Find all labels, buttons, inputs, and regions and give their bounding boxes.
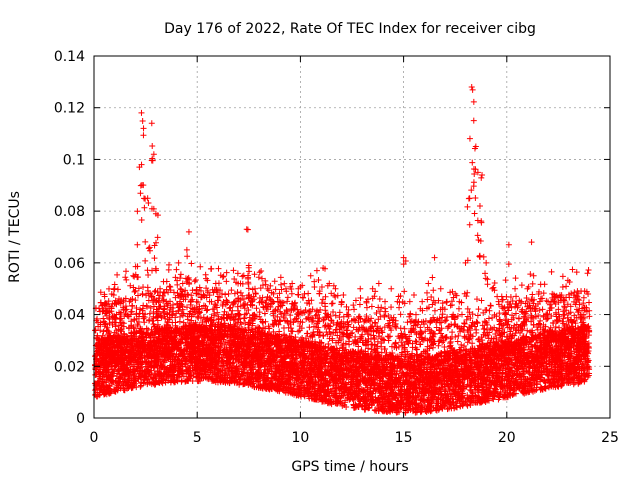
data-point [573, 269, 580, 276]
data-point [272, 286, 279, 293]
data-point [328, 300, 335, 307]
data-point [350, 302, 357, 309]
data-point [450, 294, 457, 301]
data-point [214, 309, 221, 316]
data-point [172, 274, 179, 281]
data-point [177, 275, 184, 282]
data-point [231, 290, 238, 297]
data-point [443, 317, 450, 324]
data-point [496, 310, 503, 317]
data-point [314, 328, 321, 335]
data-point [352, 297, 359, 304]
data-point [290, 319, 297, 326]
data-point [340, 330, 347, 337]
data-point [133, 304, 140, 311]
data-point [358, 347, 365, 354]
data-point [529, 297, 536, 304]
data-point [154, 321, 161, 328]
data-point [172, 314, 179, 321]
data-point [542, 323, 549, 330]
data-point [478, 297, 485, 304]
data-point [325, 341, 332, 348]
data-point [197, 263, 204, 270]
data-point [580, 300, 587, 307]
data-point [402, 352, 409, 359]
data-point [105, 285, 112, 292]
data-point [277, 274, 284, 281]
data-point [518, 282, 525, 289]
data-point [469, 311, 476, 318]
data-point [270, 328, 277, 335]
data-point [122, 295, 129, 302]
data-point [367, 318, 374, 325]
data-point [466, 309, 473, 316]
data-point [267, 282, 274, 289]
data-point [173, 266, 180, 273]
data-point [463, 316, 470, 323]
data-point [211, 301, 218, 308]
data-point [512, 275, 519, 282]
data-point [114, 271, 121, 278]
data-point [258, 267, 265, 274]
chart-title: Day 176 of 2022, Rate Of TEC Index for r… [164, 21, 536, 37]
data-point [363, 304, 370, 311]
data-point [147, 305, 154, 312]
data-points [92, 84, 593, 416]
